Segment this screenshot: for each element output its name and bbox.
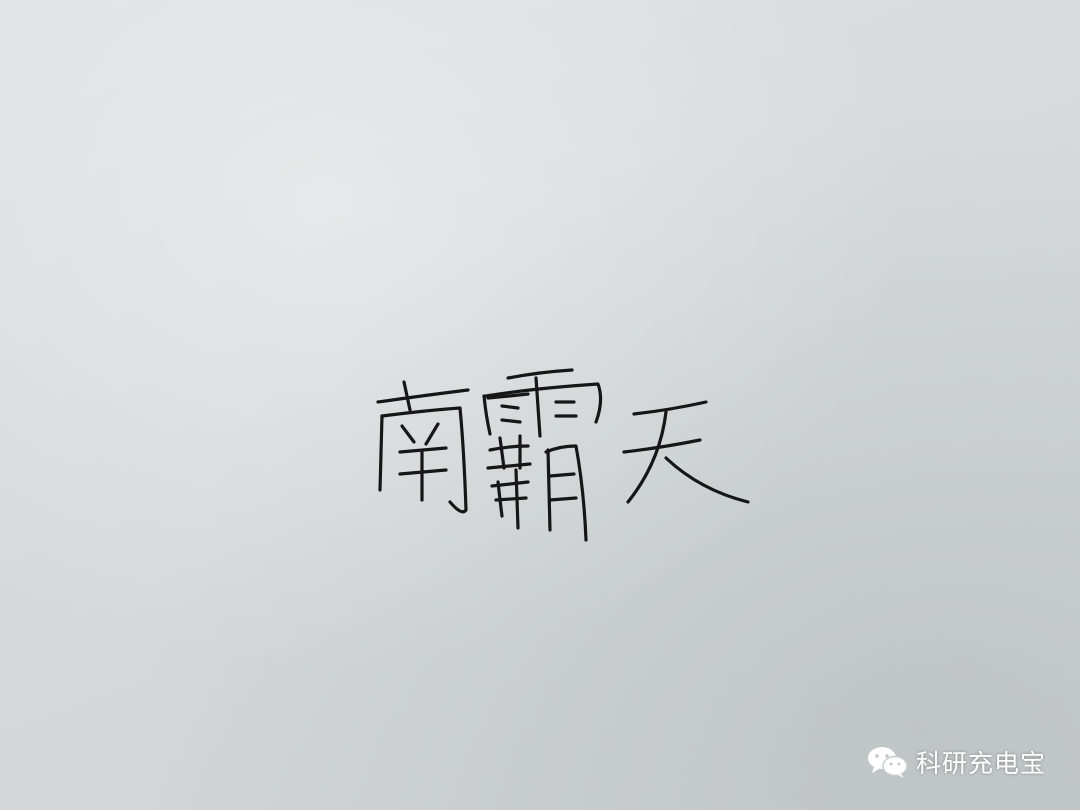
handwritten-signature — [360, 350, 760, 550]
watermark-text: 科研充电宝 — [915, 749, 1046, 778]
watermark: 科研充电宝 — [866, 744, 1046, 780]
handwriting-drawing — [376, 368, 750, 542]
wechat-icon — [867, 747, 908, 778]
